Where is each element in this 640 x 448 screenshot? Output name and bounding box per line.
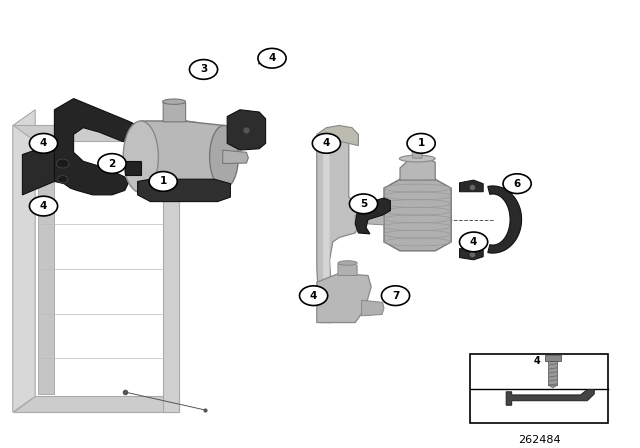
- Polygon shape: [460, 180, 483, 192]
- Polygon shape: [317, 273, 371, 323]
- Polygon shape: [488, 186, 522, 253]
- Polygon shape: [13, 110, 35, 412]
- Text: 5: 5: [360, 199, 367, 209]
- Polygon shape: [138, 179, 230, 202]
- Circle shape: [300, 286, 328, 306]
- Text: 2: 2: [108, 159, 116, 168]
- Polygon shape: [355, 198, 390, 234]
- Circle shape: [29, 134, 58, 153]
- Polygon shape: [400, 158, 435, 180]
- Circle shape: [381, 286, 410, 306]
- Circle shape: [29, 196, 58, 216]
- Polygon shape: [338, 262, 357, 276]
- Polygon shape: [163, 101, 186, 122]
- Circle shape: [503, 174, 531, 194]
- Ellipse shape: [210, 125, 239, 188]
- Circle shape: [149, 172, 177, 191]
- Text: 4: 4: [534, 356, 540, 366]
- Text: 1: 1: [159, 177, 167, 186]
- Text: 1: 1: [417, 138, 425, 148]
- Circle shape: [460, 232, 488, 252]
- Polygon shape: [317, 125, 358, 146]
- FancyBboxPatch shape: [545, 355, 561, 361]
- Text: 3: 3: [200, 65, 207, 74]
- Ellipse shape: [124, 121, 159, 193]
- Circle shape: [407, 134, 435, 153]
- Text: 6: 6: [513, 179, 521, 189]
- FancyBboxPatch shape: [548, 361, 557, 385]
- Circle shape: [189, 60, 218, 79]
- Polygon shape: [13, 396, 179, 412]
- Text: 4: 4: [470, 237, 477, 247]
- Polygon shape: [355, 213, 384, 225]
- Ellipse shape: [412, 146, 423, 149]
- Text: 4: 4: [310, 291, 317, 301]
- Ellipse shape: [399, 155, 435, 162]
- Text: 4: 4: [268, 53, 276, 63]
- Polygon shape: [125, 161, 141, 175]
- FancyBboxPatch shape: [470, 354, 608, 423]
- Polygon shape: [317, 134, 362, 323]
- Polygon shape: [163, 125, 179, 412]
- Polygon shape: [227, 110, 266, 150]
- Circle shape: [58, 176, 68, 183]
- Polygon shape: [323, 140, 330, 318]
- Ellipse shape: [338, 261, 357, 265]
- Circle shape: [312, 134, 340, 153]
- Circle shape: [56, 159, 69, 168]
- Polygon shape: [13, 125, 179, 141]
- Circle shape: [258, 48, 286, 68]
- Polygon shape: [223, 150, 248, 164]
- Text: 4: 4: [323, 138, 330, 148]
- Polygon shape: [141, 121, 224, 193]
- Polygon shape: [506, 390, 595, 405]
- Text: 4: 4: [40, 201, 47, 211]
- Circle shape: [349, 194, 378, 214]
- Polygon shape: [460, 249, 483, 260]
- Ellipse shape: [163, 99, 186, 104]
- Circle shape: [98, 154, 126, 173]
- Ellipse shape: [138, 121, 227, 193]
- Polygon shape: [548, 385, 557, 388]
- Polygon shape: [362, 300, 384, 316]
- Text: 7: 7: [392, 291, 399, 301]
- Polygon shape: [384, 179, 451, 251]
- Polygon shape: [38, 143, 54, 394]
- Polygon shape: [54, 99, 141, 195]
- Text: 4: 4: [40, 138, 47, 148]
- Polygon shape: [412, 147, 423, 158]
- Text: 262484: 262484: [518, 435, 561, 444]
- Polygon shape: [22, 143, 54, 195]
